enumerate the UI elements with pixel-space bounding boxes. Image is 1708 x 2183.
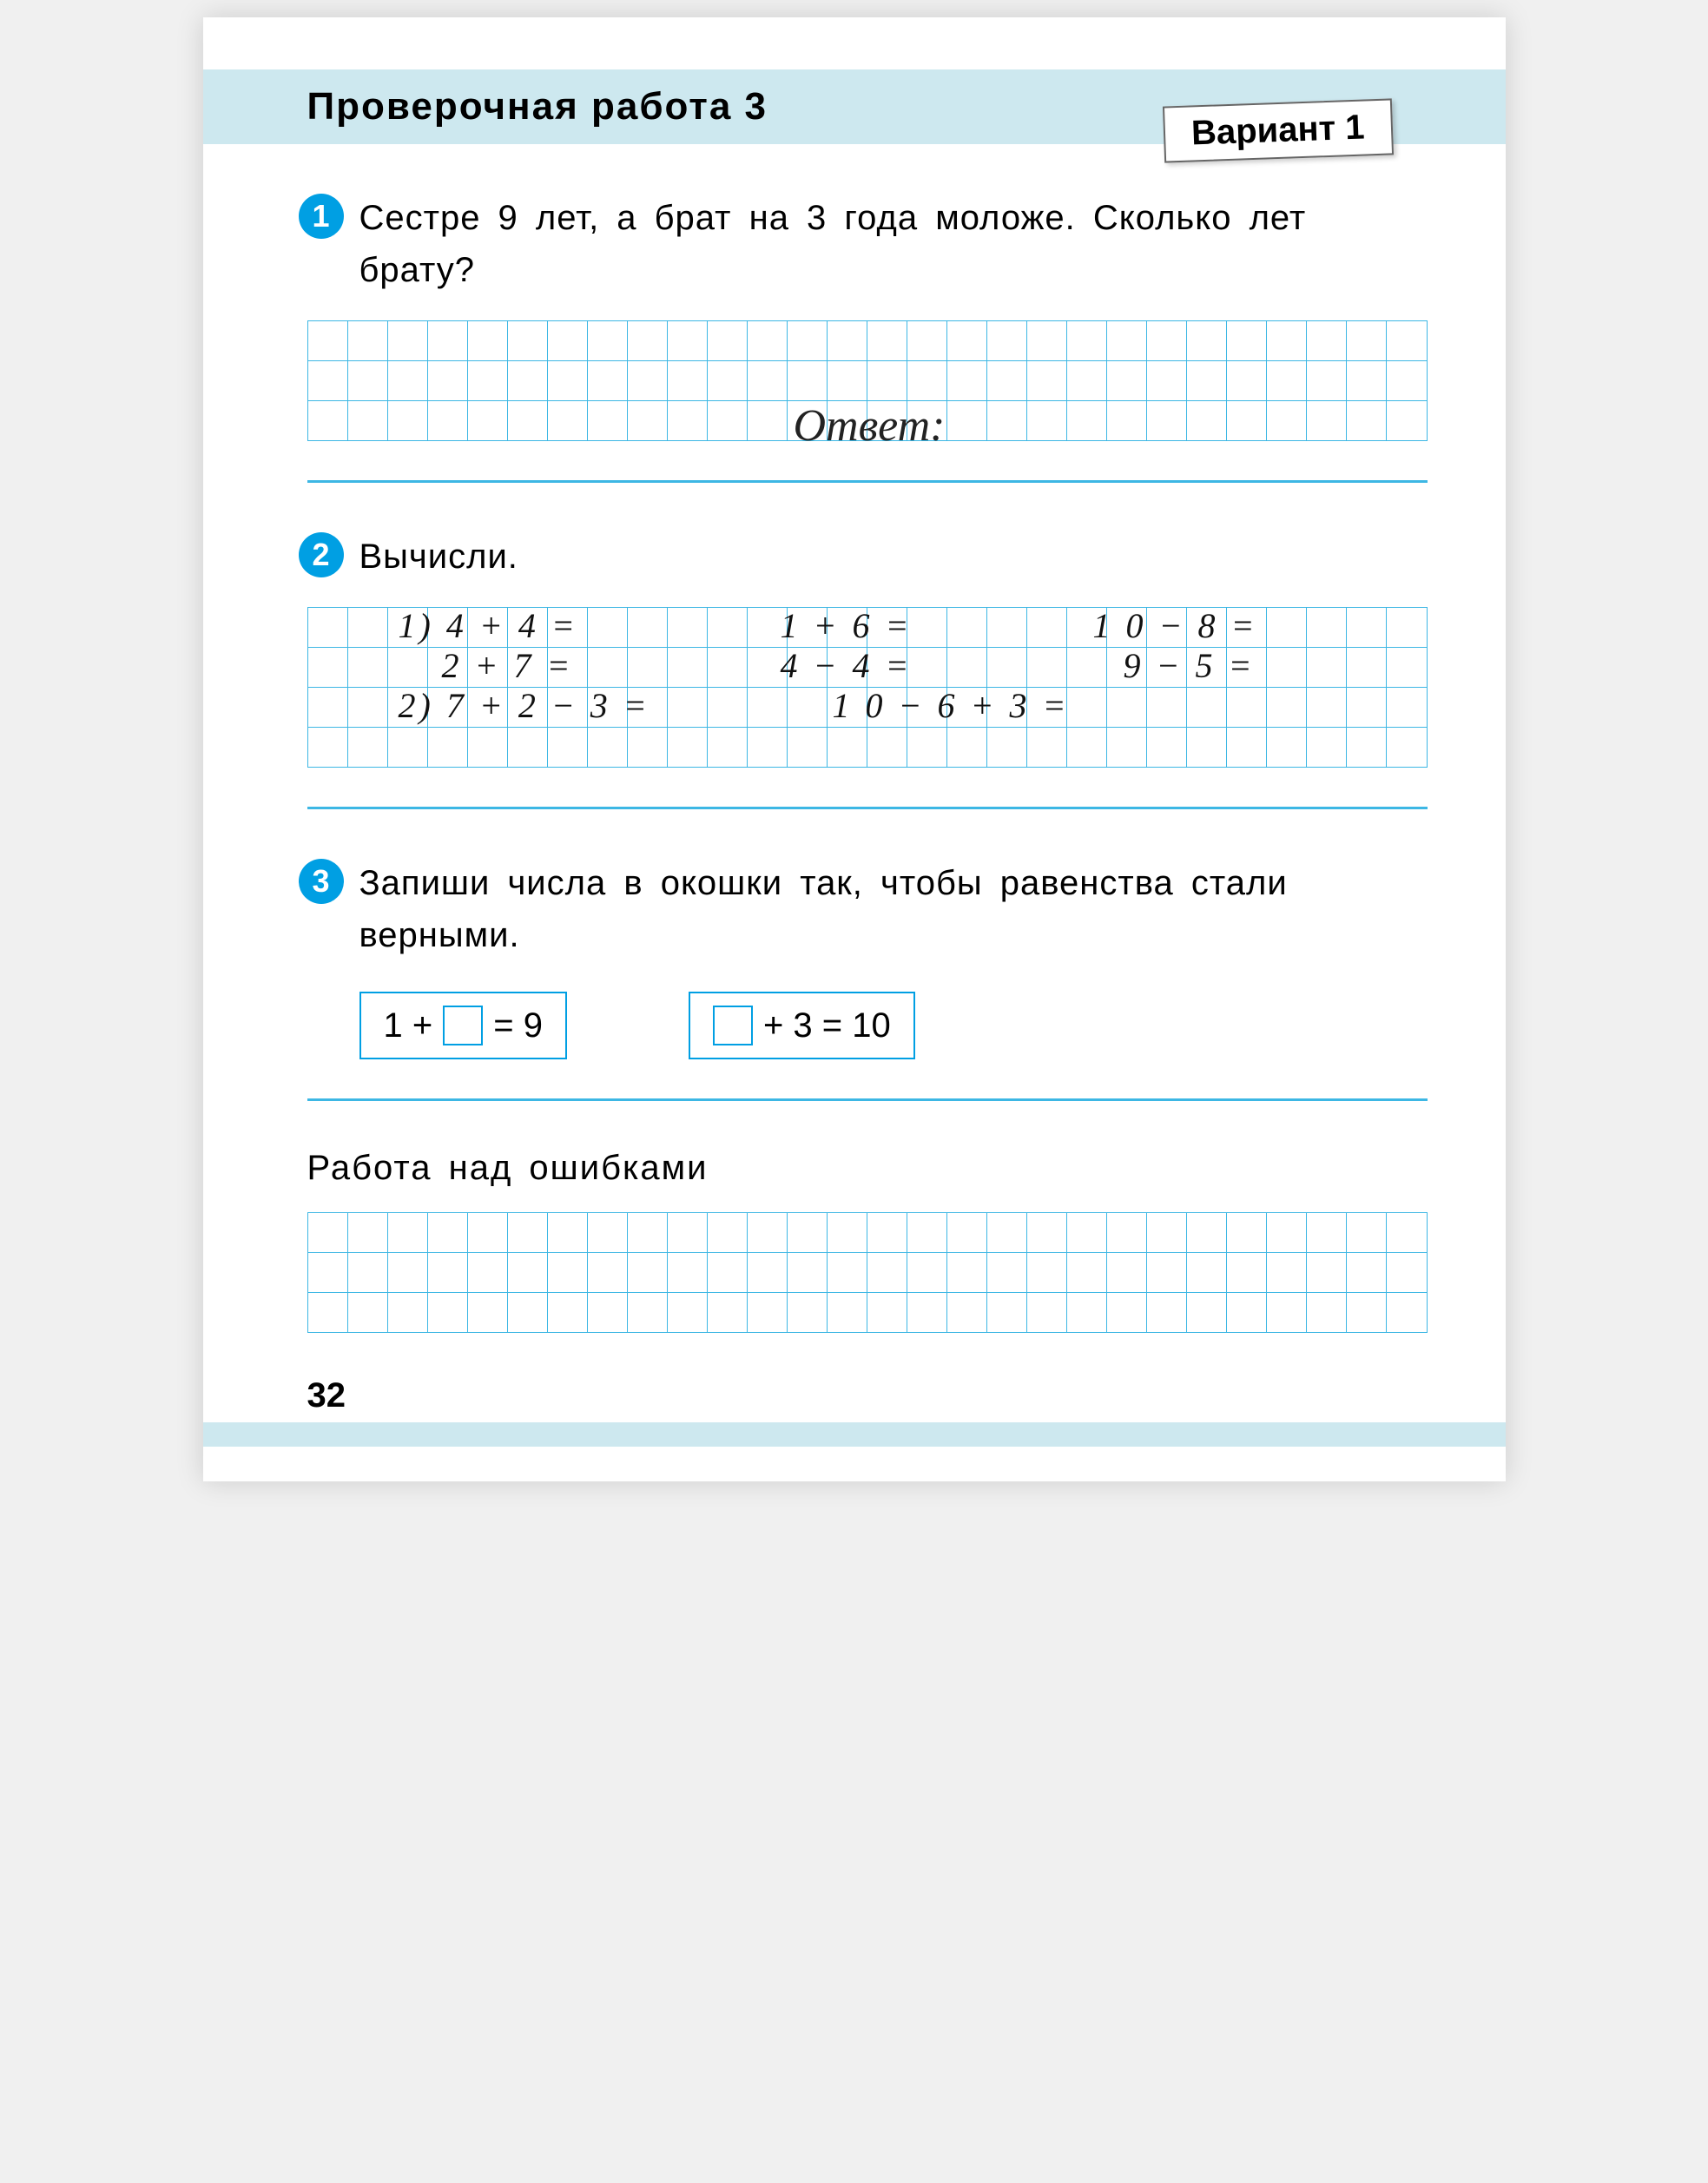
- eq-prefix: 1 +: [384, 1006, 433, 1045]
- task-number-badge: 1: [299, 194, 344, 239]
- task-3: 3 Запиши числа в окошки так, чтобы равен…: [307, 857, 1428, 1059]
- task-1-text: Сестре 9 лет, а брат на 3 года моложе. С…: [359, 192, 1428, 296]
- task-1: 1 Сестре 9 лет, а брат на 3 года моложе.…: [307, 192, 1428, 441]
- task-number-badge: 2: [299, 532, 344, 577]
- task-3-text: Запиши числа в окошки так, чтобы равенст…: [359, 857, 1428, 961]
- task-2-text: Вычисли.: [359, 531, 1428, 583]
- divider: [307, 1098, 1428, 1101]
- variant-label: Вариант 1: [1163, 98, 1394, 162]
- equation-row: 1 + = 9 + 3 = 10: [359, 992, 1428, 1059]
- divider: [307, 480, 1428, 483]
- task-1-answer-grid[interactable]: Ответ:: [307, 320, 1428, 441]
- blank-box[interactable]: [713, 1006, 753, 1045]
- footer-band: [203, 1422, 1506, 1447]
- eq-suffix: = 9: [493, 1006, 543, 1045]
- task-2: 2 Вычисли. 1) 4 + 4 =1 + 6 =1 0 − 8 =2 +…: [307, 531, 1428, 768]
- equation-box-1[interactable]: 1 + = 9: [359, 992, 567, 1059]
- eq-suffix: + 3 = 10: [763, 1006, 891, 1045]
- errors-grid[interactable]: [307, 1212, 1428, 1333]
- task-number-badge: 3: [299, 859, 344, 904]
- page-number: 32: [307, 1376, 1428, 1415]
- blank-box[interactable]: [443, 1006, 483, 1045]
- equation-box-2[interactable]: + 3 = 10: [689, 992, 915, 1059]
- errors-section-title: Работа над ошибками: [307, 1149, 1428, 1188]
- divider: [307, 807, 1428, 809]
- worksheet-page: Проверочная работа 3 Вариант 1 1 Сестре …: [203, 17, 1506, 1481]
- task-2-answer-grid[interactable]: 1) 4 + 4 =1 + 6 =1 0 − 8 =2 + 7 =4 − 4 =…: [307, 607, 1428, 768]
- header-band: Проверочная работа 3 Вариант 1: [203, 69, 1506, 144]
